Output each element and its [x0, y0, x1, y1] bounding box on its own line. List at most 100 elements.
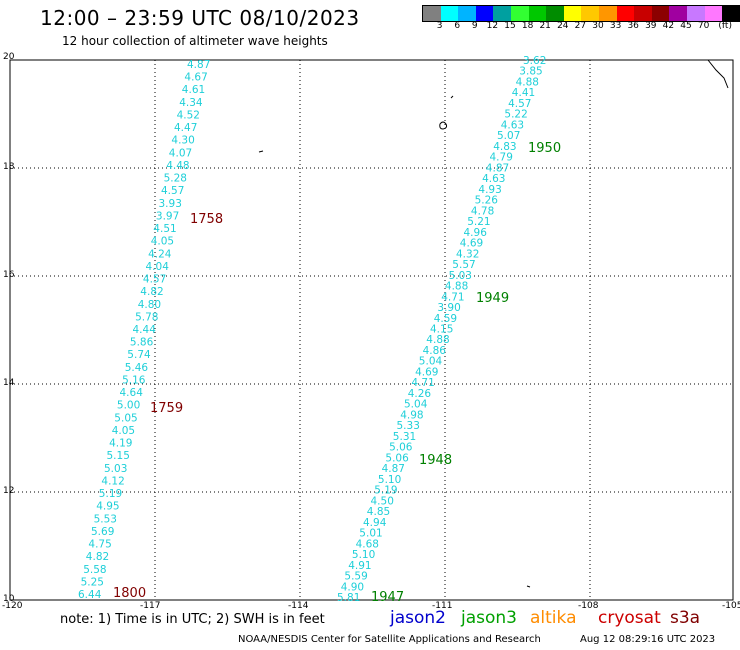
swh-value: 5.03	[449, 270, 472, 282]
legend-swatch	[546, 6, 564, 21]
time-label: 1758	[190, 212, 223, 227]
y-tick-label: 18	[3, 162, 15, 172]
swh-value: 4.82	[86, 551, 109, 563]
swh-value: 4.41	[512, 87, 535, 99]
legend-label: 3	[436, 21, 443, 31]
swh-value: 3.85	[519, 66, 542, 78]
swh-value: 4.88	[426, 334, 449, 346]
swh-value: 5.16	[122, 375, 146, 387]
swh-value: 5.15	[107, 450, 130, 462]
swh-value: 5.25	[81, 576, 104, 588]
satellite-legend-altika: altika	[530, 608, 577, 628]
legend-swatch	[722, 6, 740, 21]
swh-value: 4.98	[400, 409, 423, 421]
swh-value: 4.57	[161, 185, 184, 197]
legend-label: 12	[486, 21, 499, 31]
legend-swatch	[581, 6, 599, 21]
swh-value: 4.94	[363, 517, 387, 529]
swh-value: 5.06	[389, 442, 413, 454]
legend-label: 18	[521, 21, 534, 31]
y-tick-label: 12	[3, 486, 15, 496]
swh-value: 4.61	[182, 84, 205, 96]
swh-value: 5.03	[104, 463, 127, 475]
legend-swatch	[475, 6, 494, 21]
footer-source: NOAA/NESDIS Center for Satellite Applica…	[238, 634, 541, 645]
legend-swatch	[440, 6, 459, 21]
x-tick-label: -105	[722, 601, 740, 611]
swh-value: 3.97	[156, 210, 179, 222]
color-scale-labels: 3 6 9 12 15 18 21 24 27 30 33 36 39 42 45 70 (ft)	[422, 21, 740, 33]
coastline-segment	[707, 59, 729, 89]
swh-value: 4.15	[430, 324, 453, 336]
island-outline	[439, 121, 448, 130]
swh-value: 5.04	[419, 356, 443, 368]
satellite-legend-s3a: s3a	[670, 608, 701, 628]
legend-label: 30	[592, 21, 604, 31]
island-dot	[258, 150, 264, 153]
swh-value: 5.26	[475, 195, 499, 207]
satellite-legend-jason3: jason3	[461, 608, 517, 628]
swh-value: 5.33	[397, 420, 420, 432]
legend-label: 27	[574, 21, 587, 31]
swh-value: 5.06	[385, 452, 409, 464]
swh-value: 4.44	[133, 324, 157, 336]
note-text: note: 1) Time is in UTC; 2) SWH is in fe…	[60, 612, 325, 627]
swh-value: 5.19	[99, 488, 122, 500]
gridlines	[10, 60, 733, 600]
altimeter-map: 4.874.674.614.344.524.474.304.074.485.28…	[9, 55, 734, 605]
swh-value: 6.44	[78, 589, 102, 601]
swh-value: 4.96	[464, 227, 488, 239]
swh-value: 4.87	[187, 59, 210, 71]
swh-value: 5.21	[467, 216, 490, 228]
swh-value: 4.85	[367, 506, 390, 518]
legend-swatch	[704, 6, 723, 21]
color-scale-legend	[422, 5, 740, 22]
swh-value: 4.57	[508, 98, 531, 110]
x-tick-label: -111	[432, 601, 453, 611]
swh-value: 5.10	[378, 474, 401, 486]
legend-label: 33	[609, 21, 622, 31]
legend-label: 45	[680, 21, 692, 31]
swh-value: 4.59	[434, 313, 457, 325]
satellite-legend-cryosat: cryosat	[598, 608, 661, 628]
x-tick-label: -108	[578, 601, 599, 611]
swh-value: 4.26	[408, 388, 432, 400]
swh-value: 5.00	[117, 400, 140, 412]
swh-value: 5.74	[127, 349, 151, 361]
swh-value: 5.07	[497, 130, 520, 142]
legend-swatch	[510, 6, 529, 21]
legend-label: 24	[557, 21, 569, 31]
swh-value: 4.90	[341, 581, 364, 593]
legend-swatch	[563, 6, 582, 21]
swh-value: 5.59	[344, 571, 367, 583]
island-dot	[450, 95, 454, 99]
swh-value: 4.67	[184, 72, 207, 84]
swh-value: 4.63	[501, 119, 524, 131]
swh-value: 4.64	[120, 387, 144, 399]
swh-value: 5.04	[404, 399, 428, 411]
swh-value: 4.71	[411, 377, 434, 389]
legend-swatch	[616, 6, 635, 21]
swh-value: 4.57	[143, 274, 166, 286]
y-tick-label: 16	[3, 270, 15, 280]
swh-value: 4.83	[493, 141, 516, 153]
swh-value: 5.28	[164, 173, 187, 185]
swh-value: 4.69	[460, 238, 483, 250]
swh-value: 4.69	[415, 367, 438, 379]
legend-label: 6	[454, 21, 461, 31]
x-tick-label: -117	[140, 601, 161, 611]
time-label: 1947	[371, 590, 404, 605]
swh-value: 4.07	[169, 147, 192, 159]
swh-value: 4.48	[166, 160, 189, 172]
y-tick-label: 14	[3, 378, 15, 388]
swh-value: 5.10	[352, 549, 375, 561]
legend-swatch	[686, 6, 705, 21]
swh-value: 4.82	[140, 286, 163, 298]
coastline	[258, 59, 729, 588]
swh-value: 4.87	[382, 463, 405, 475]
footer-timestamp: Aug 12 08:29:16 UTC 2023	[580, 634, 716, 645]
swh-track-east: 3.623.854.884.414.575.224.635.074.834.79…	[337, 55, 546, 604]
swh-value: 4.78	[471, 205, 494, 217]
swh-value: 5.86	[130, 337, 154, 349]
swh-value: 4.93	[478, 184, 501, 196]
